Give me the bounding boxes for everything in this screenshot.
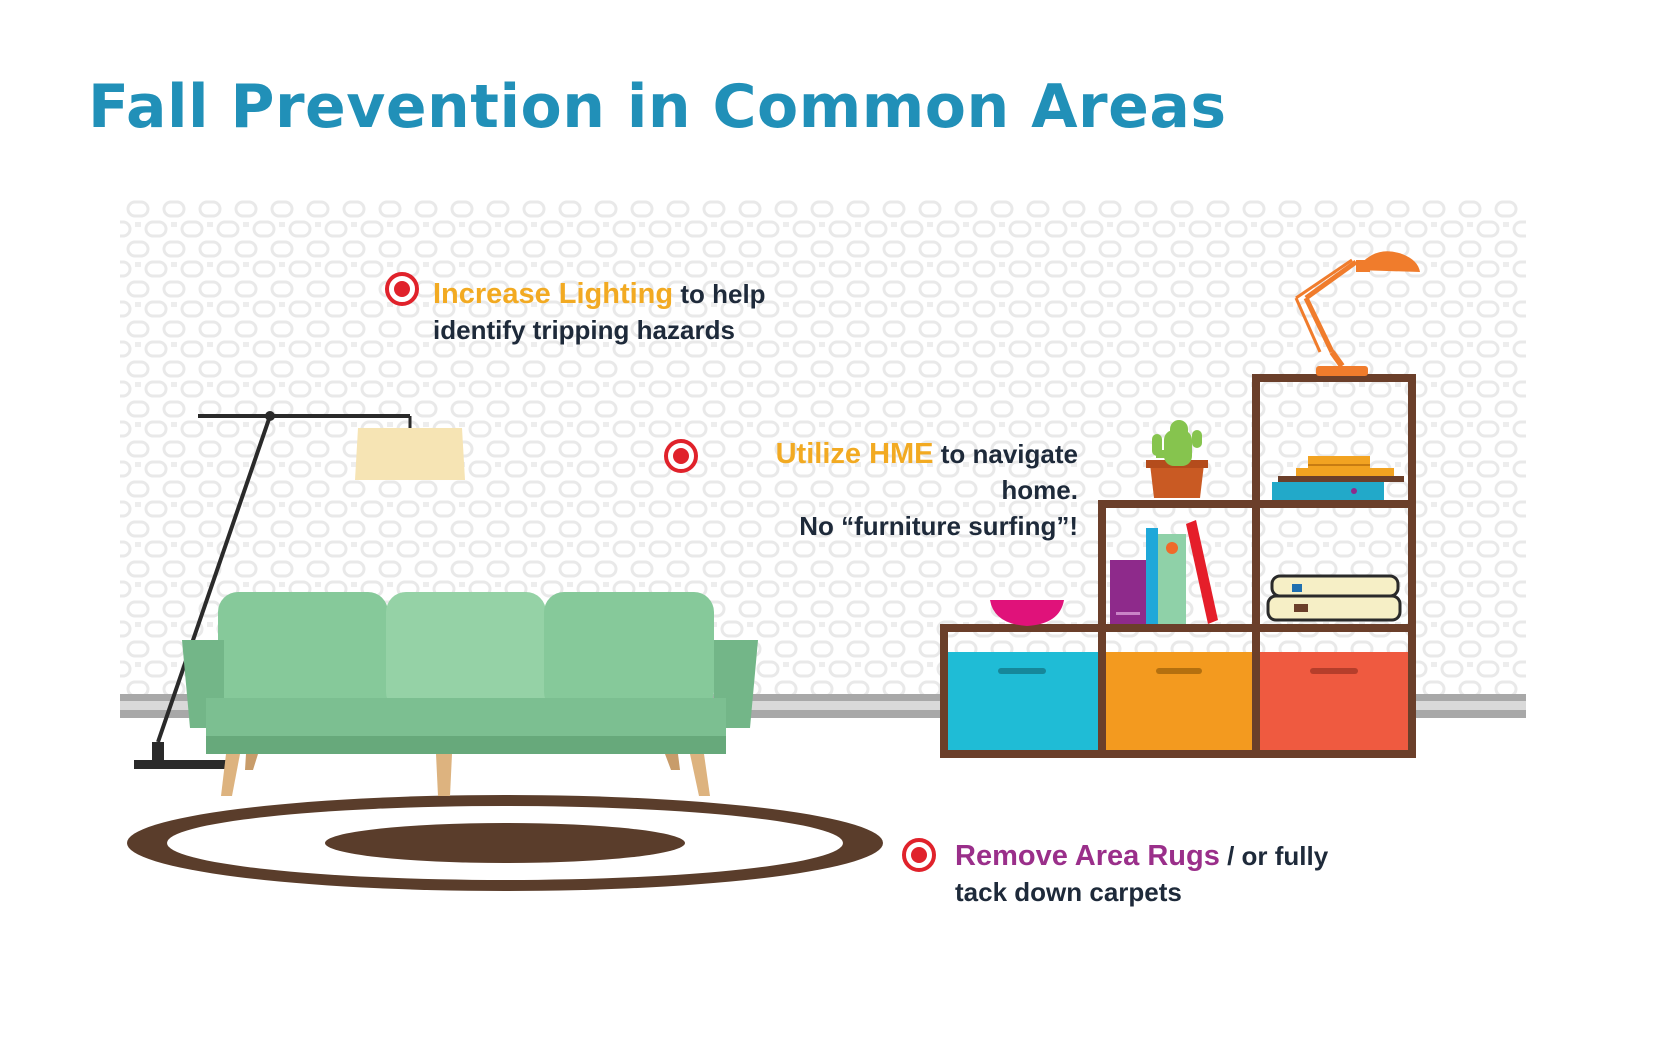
- page-title: Fall Prevention in Common Areas: [88, 72, 1227, 142]
- callout-text: to navigate: [933, 439, 1078, 469]
- callout-increase-lighting: Increase Lighting to help identify tripp…: [433, 276, 766, 348]
- callout-utilize-hme: Utilize HME to navigate home. No “furnit…: [744, 436, 1078, 544]
- sofa: [182, 592, 758, 796]
- callout-text: to help: [673, 279, 766, 309]
- callout-text: / or fully: [1219, 841, 1329, 871]
- shelf-unit: [940, 374, 1416, 758]
- target-bullet-icon: [900, 836, 938, 874]
- callout-remove-area-rugs: Remove Area Rugs / or fully tack down ca…: [955, 838, 1328, 910]
- target-bullet-icon: [383, 270, 421, 308]
- desk-lamp: [1294, 251, 1420, 376]
- living-room-scene: [120, 198, 1526, 891]
- target-bullet-icon: [662, 437, 700, 475]
- callout-highlight: Remove Area Rugs: [955, 840, 1220, 872]
- floor-lamp: [134, 411, 465, 769]
- callout-text: home.: [1001, 475, 1078, 505]
- living-room-illustration: [120, 198, 1526, 898]
- callout-text: tack down carpets: [955, 877, 1182, 907]
- callout-text: No “furniture surfing”!: [799, 511, 1078, 541]
- callout-highlight: Increase Lighting: [433, 278, 674, 310]
- callout-highlight: Utilize HME: [775, 438, 934, 470]
- area-rug: [127, 795, 883, 891]
- callout-text: identify tripping hazards: [433, 315, 735, 345]
